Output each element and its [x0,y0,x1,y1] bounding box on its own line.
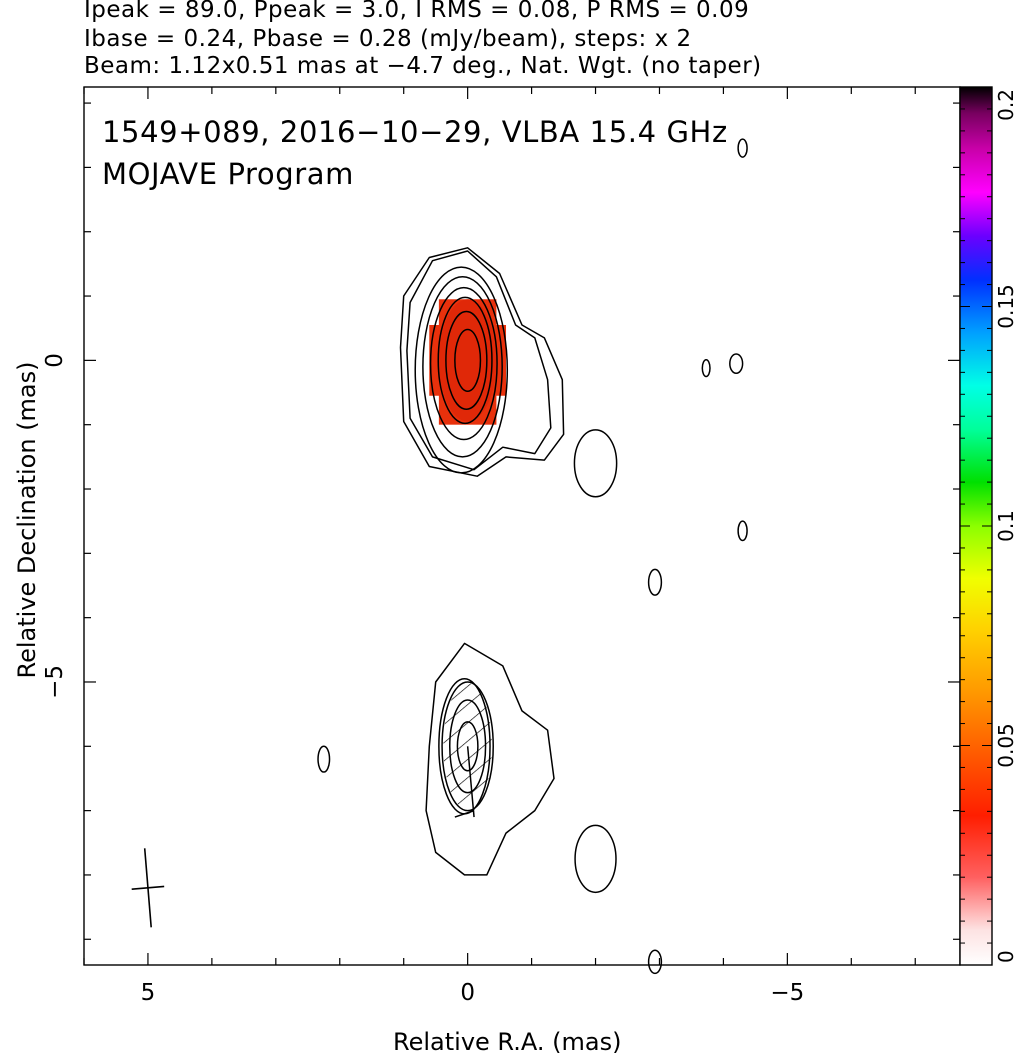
x-tick-label: 0 [460,980,475,1006]
y-tick-label: 0 [42,353,68,368]
header-line-1: Ipeak = 89.0, Ppeak = 3.0, I RMS = 0.08,… [84,0,750,23]
core-contour [437,296,493,425]
contour-island [317,745,331,773]
core-outer-contour [406,250,552,471]
contour-island [573,429,618,498]
intensity-contours [317,138,748,975]
header-line-3: Beam: 1.12x0.51 mas at −4.7 deg., Nat. W… [84,53,762,79]
jet-contour-notch [466,746,475,818]
y-tick-label: −5 [42,665,68,699]
x-tick-label: 5 [141,980,156,1006]
x-axis-label: Relative R.A. (mas) [393,1028,622,1056]
contour-island [737,138,748,158]
core-contour [445,310,488,411]
core-polarization-image [429,299,507,425]
jet-contour [456,721,479,772]
colorbar-ticks: 0 0.05 0.1 0.15 0.2 [960,86,1018,966]
contour-island [574,824,617,894]
beam-marker [131,848,165,928]
plot-frame [83,86,961,966]
core-pixel-peak [438,299,497,422]
map-title-line-1: 1549+089, 2016−10−29, VLBA 15.4 GHz [102,115,728,149]
x-tick-label: −5 [770,980,804,1006]
colorbar-tick-label: 0.1 [994,510,1018,542]
contour-island [647,949,663,975]
contour-island [737,520,748,542]
colorbar-tick-label: 0.2 [994,89,1018,121]
contour-island [701,358,711,378]
core-contour [422,276,503,458]
contour-island [647,568,663,596]
axis-ticks [83,87,960,965]
y-axis-label: Relative Declination (mas) [13,361,41,679]
jet-outer-contour [425,642,555,876]
core-contour [429,286,498,441]
jet-contour [448,699,487,794]
jet-hatch-fill [443,683,492,810]
map-title-line-2: MOJAVE Program [102,157,354,191]
core-outer-contour [399,247,565,477]
core-contour [454,328,482,392]
colorbar-tick-label: 0.05 [994,723,1018,768]
colorbar-tick-label: 0.15 [994,284,1018,329]
colorbar-tick-label: 0 [994,950,1018,963]
axis-tick-labels: 5 0 −5 0 −5 [42,353,804,1006]
header-line-2: Ibase = 0.24, Pbase = 0.28 (mJy/beam), s… [84,26,692,52]
contour-island [729,353,744,374]
jet-hatched-region [443,683,492,810]
jet-contour [441,681,494,812]
jet-contour-notch [454,809,475,818]
beam-minor-axis [131,885,165,890]
